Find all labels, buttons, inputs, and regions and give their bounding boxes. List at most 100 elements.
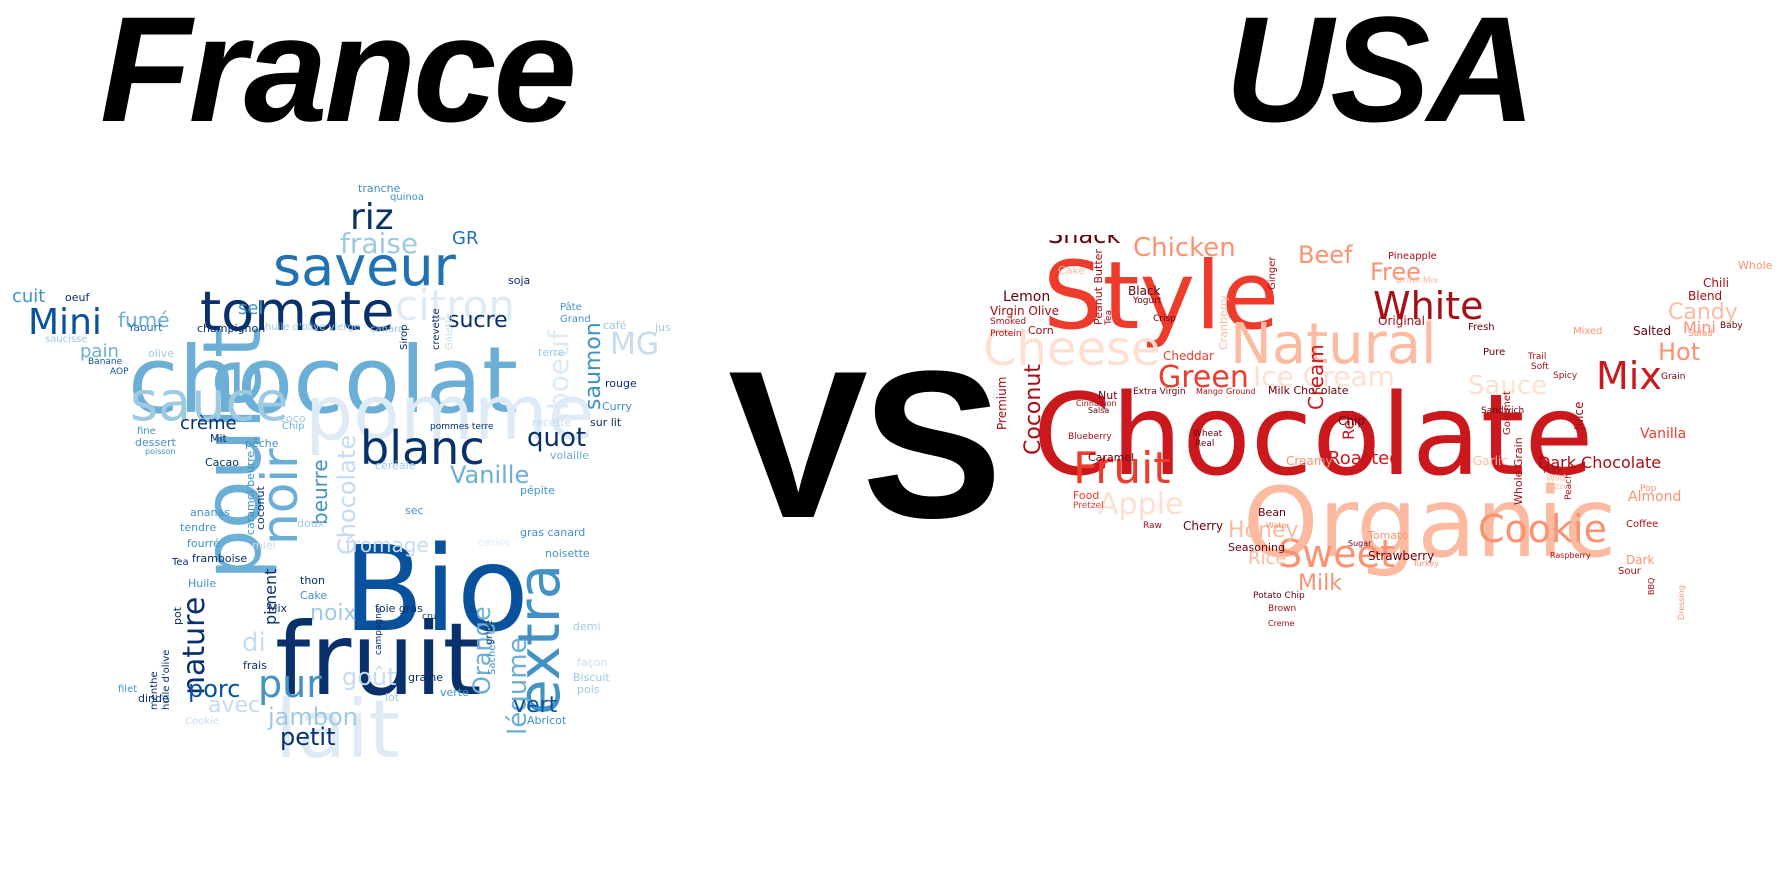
france-word: pot — [171, 606, 184, 625]
usa-word: Free — [1370, 258, 1421, 286]
france-word: MG — [610, 327, 660, 362]
france-word: Galette — [444, 313, 455, 350]
france-word: pois — [577, 683, 600, 696]
france-word: foie gras — [375, 602, 423, 615]
france-word: riz — [350, 197, 394, 238]
usa-word: Potato Chip — [1253, 591, 1305, 601]
usa-word: Corn — [1028, 324, 1054, 337]
france-word: avec — [208, 693, 261, 718]
usa-word: Pork — [1543, 466, 1563, 476]
france-word: Grand — [560, 314, 591, 325]
usa-word: Black — [1128, 284, 1161, 298]
france-word: Mix — [268, 602, 288, 615]
france-word: Tea — [172, 557, 189, 568]
usa-word: Raw — [1143, 521, 1162, 531]
usa-word: Strawberry — [1368, 549, 1435, 563]
usa-word: Tea — [1104, 309, 1114, 325]
usa-word: Gourmet — [1502, 391, 1513, 435]
usa-word-cloud: Chocolate Organic Style Natural Cheese White F… — [968, 235, 1778, 715]
france-word: goût — [342, 663, 397, 691]
usa-word: Cranberry — [1217, 294, 1230, 350]
france-word: Cookie — [185, 716, 219, 727]
france-word: cuit — [12, 286, 46, 307]
usa-word: Cinnamon — [1076, 399, 1117, 408]
usa-word: Ground — [1226, 387, 1256, 396]
usa-word: Sugar — [1348, 539, 1372, 548]
france-word: Banane — [88, 357, 123, 367]
usa-word: Cake — [1058, 264, 1086, 277]
usa-word: Style — [1043, 242, 1280, 351]
usa-word: Dark — [1626, 553, 1655, 567]
usa-word: Creamy — [1286, 454, 1333, 468]
usa-word: Apple — [1098, 487, 1184, 522]
usa-word: Green — [1158, 360, 1249, 395]
france-word: fourré — [187, 537, 220, 550]
usa-word: Natural — [1230, 312, 1437, 377]
usa-word: Food — [1073, 489, 1100, 502]
usa-word: Blend — [1688, 289, 1723, 303]
usa-word: Drink Mix — [1396, 276, 1439, 286]
france-word: sec — [405, 504, 424, 517]
usa-word: Hot — [1658, 338, 1701, 366]
usa-word: Dark Chocolate — [1538, 453, 1662, 472]
france-word: cru — [422, 612, 437, 622]
france-word: vert — [513, 693, 558, 718]
france-word: café — [603, 319, 627, 332]
france-word: poisson — [145, 447, 176, 456]
usa-word: Coconut — [1021, 364, 1046, 455]
usa-word: Soft — [1531, 362, 1549, 372]
france-word: Cake — [300, 589, 328, 602]
france-word: saveur — [273, 235, 456, 298]
france-word: fromage — [345, 533, 429, 557]
france-word: verte — [440, 686, 469, 699]
france-word: soja — [508, 274, 531, 287]
france-word: miel — [252, 539, 276, 552]
france-word: filet — [118, 684, 138, 695]
usa-word: Seasoning — [1228, 541, 1285, 554]
france-word: GR — [452, 228, 479, 249]
france-word: sur lit — [590, 416, 622, 429]
usa-word: Fresh — [1468, 322, 1495, 333]
vs-label: VS — [728, 327, 1002, 562]
france-word: frais — [243, 659, 267, 672]
france-word: pomme — [305, 368, 595, 457]
usa-word: Salted — [1633, 324, 1672, 338]
usa-word: Snack — [1048, 235, 1121, 249]
usa-word: White — [1373, 284, 1484, 328]
usa-word: Caramel — [1088, 451, 1135, 464]
france-word: jambon — [268, 703, 358, 731]
usa-word: Sweet — [1278, 532, 1395, 576]
france-word: quot — [527, 423, 587, 453]
usa-word: Sauce — [1468, 371, 1548, 401]
usa-word: Cream — [1304, 344, 1328, 410]
usa-word: Water — [1266, 521, 1290, 530]
france-word: lait — [275, 683, 400, 776]
usa-word: Smoked — [990, 317, 1027, 327]
france-word: crème — [180, 413, 237, 434]
france-word: Sirop — [399, 324, 410, 350]
france-word: Bio — [343, 520, 529, 658]
france-word: Vanille — [450, 461, 530, 489]
france-word: jus — [655, 321, 671, 334]
france-word: Curry — [602, 400, 633, 413]
usa-word: Wheat — [1193, 429, 1223, 439]
france-word: ananas — [190, 506, 230, 519]
france-word: dessert — [135, 436, 176, 449]
france-word: céréale — [375, 459, 416, 472]
usa-word: Beef — [1298, 241, 1353, 269]
usa-word: Pretzel — [1073, 501, 1104, 511]
france-word: Sachet — [487, 640, 498, 675]
france-word: quinoa — [390, 192, 425, 203]
france-word: pépite — [520, 484, 555, 497]
usa-word: Cheese — [983, 321, 1161, 377]
france-word: Mit — [210, 432, 227, 445]
usa-word: Lemon — [1003, 289, 1051, 305]
france-word: oeuf — [65, 291, 90, 304]
usa-word: Trail — [1528, 352, 1547, 362]
france-word: Chip — [282, 421, 305, 432]
france-word: sucre — [448, 308, 508, 333]
usa-word: Turkey — [1413, 559, 1440, 568]
france-word: coconut — [254, 486, 267, 530]
france-word: Abricot — [527, 714, 567, 727]
france-word: AOP — [110, 367, 129, 377]
